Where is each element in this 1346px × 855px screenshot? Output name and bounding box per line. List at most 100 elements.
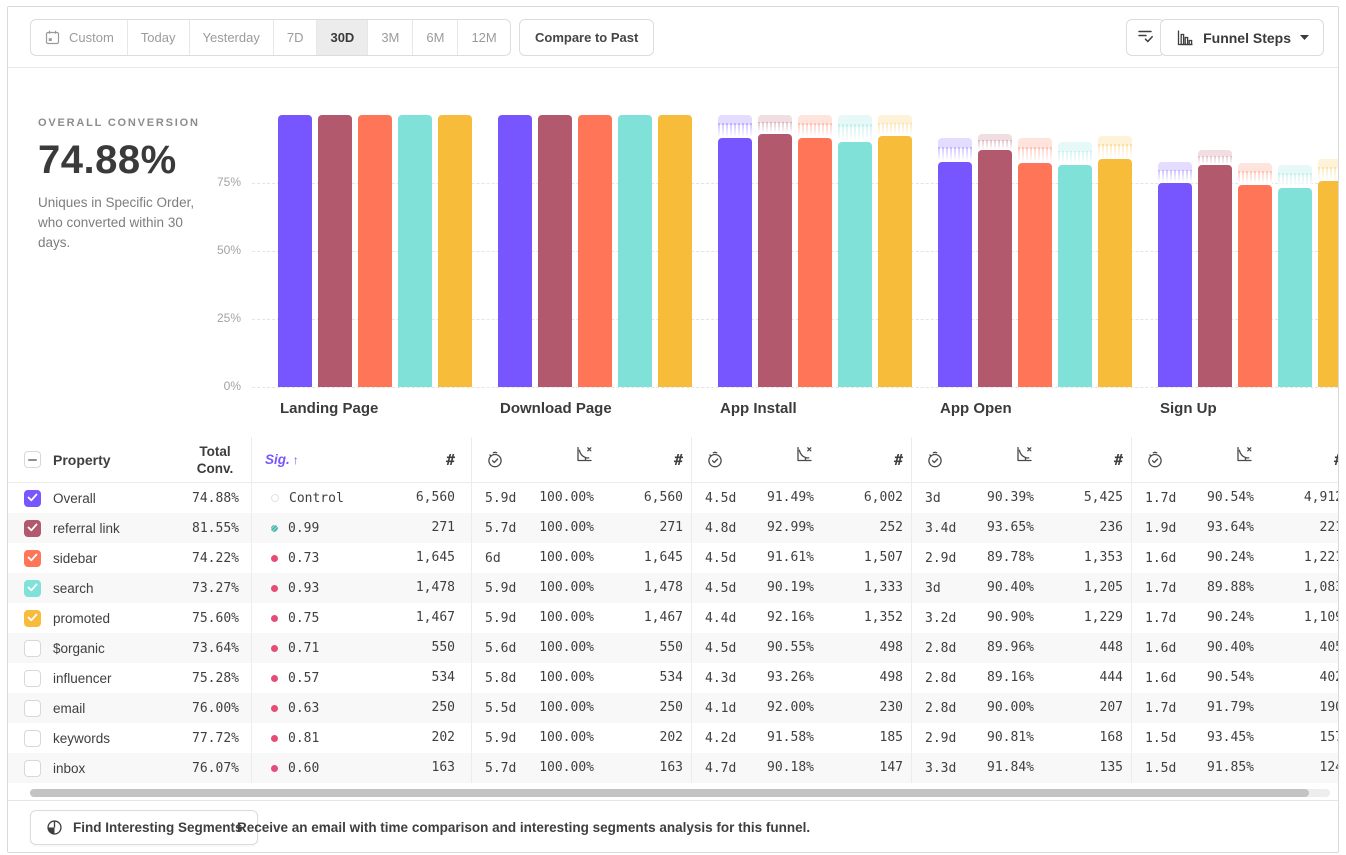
row-checkbox[interactable] <box>24 519 41 537</box>
avg-time-icon[interactable] <box>472 450 532 469</box>
range-custom[interactable]: Custom <box>31 20 127 55</box>
calendar-icon <box>44 29 61 46</box>
count-header-symbol[interactable]: # <box>1113 450 1123 469</box>
conversion-rate-value: 91.79% <box>1207 700 1254 715</box>
property-name: inbox <box>53 760 86 776</box>
bar-app-open-referral-link[interactable] <box>978 150 1012 387</box>
range-6m[interactable]: 6M <box>412 20 457 55</box>
bar-app-install-referral-link[interactable] <box>758 134 792 387</box>
bar-landing-page-sidebar[interactable] <box>358 115 392 387</box>
table-row-promoted[interactable]: promoted 75.60% 0.75 1,467 5.9d 100.00% 1,467 4… <box>8 603 1338 633</box>
range-7d[interactable]: 7D <box>272 20 317 55</box>
bar-app-open-Overall[interactable] <box>938 162 972 387</box>
row-checkbox[interactable] <box>24 549 41 567</box>
step-count-value: 1,205 <box>1083 580 1123 595</box>
range-label: 7D <box>286 30 304 45</box>
sig-value: 0.93 <box>288 580 320 596</box>
bar-app-install-sidebar[interactable] <box>798 137 832 387</box>
row-checkbox[interactable] <box>24 699 41 717</box>
bar-landing-page-referral-link[interactable] <box>318 115 352 387</box>
range-30d[interactable]: 30D <box>316 20 368 55</box>
plot-area: 0% 25% 50% 75% Landing Page Download Page App … <box>8 115 1338 417</box>
avg-time-value: 4.7d <box>705 760 737 776</box>
avg-time-icon[interactable] <box>1132 450 1192 469</box>
bar-sign-up-search[interactable] <box>1278 187 1312 387</box>
bar-download-page-Overall[interactable] <box>498 115 532 387</box>
step-label-app-install: App Install <box>720 400 797 417</box>
range-12m[interactable]: 12M <box>457 20 509 55</box>
step-count-value: 271 <box>659 520 683 535</box>
bar-app-open-promoted[interactable] <box>1098 159 1132 387</box>
find-interesting-segments-button[interactable]: Find Interesting Segments <box>30 810 258 845</box>
select-all-checkbox[interactable] <box>24 451 41 468</box>
bar-download-page-promoted[interactable] <box>658 115 692 387</box>
row-checkbox[interactable] <box>24 579 41 597</box>
conversion-rate-value: 100.00% <box>539 550 594 565</box>
avg-time-icon[interactable] <box>692 450 752 469</box>
bar-app-install-search[interactable] <box>838 141 872 387</box>
count-header-symbol[interactable]: # <box>445 450 455 469</box>
bar-landing-page-Overall[interactable] <box>278 115 312 387</box>
step-count-value: 163 <box>659 760 683 775</box>
funnel-steps-dropdown[interactable]: Funnel Steps <box>1160 19 1324 56</box>
property-cell: Overall 74.88% <box>8 483 251 513</box>
avg-time-icon[interactable] <box>912 450 972 469</box>
compare-to-past-button[interactable]: Compare to Past <box>519 19 655 56</box>
conversion-rate-value: 93.45% <box>1207 730 1254 745</box>
table-row-sidebar[interactable]: sidebar 74.22% 0.73 1,645 6d 100.00% 1,645 4.5d… <box>8 543 1338 573</box>
filter-list-button[interactable] <box>1126 19 1165 56</box>
table-row-organic[interactable]: $organic 73.64% 0.71 550 5.6d 100.00% 550 4.5d 9… <box>8 633 1338 663</box>
range-yesterday[interactable]: Yesterday <box>188 20 273 55</box>
range-today[interactable]: Today <box>126 20 189 55</box>
bar-app-open-search[interactable] <box>1058 165 1092 387</box>
bar-sign-up-sidebar[interactable] <box>1238 185 1272 387</box>
bar-download-page-referral-link[interactable] <box>538 115 572 387</box>
bar-landing-page-promoted[interactable] <box>438 115 472 387</box>
bar-download-page-search[interactable] <box>618 115 652 387</box>
bar-landing-page-search[interactable] <box>398 115 432 387</box>
row-checkbox[interactable] <box>24 669 41 687</box>
table-row-influencer[interactable]: influencer 75.28% 0.57 534 5.8d 100.00% 534 4.3… <box>8 663 1338 693</box>
table-row-inbox[interactable]: inbox 76.07% 0.60 163 5.7d 100.00% 163 4.7d 90.1… <box>8 753 1338 783</box>
bar-sign-up-promoted[interactable] <box>1318 181 1338 387</box>
table-row-search[interactable]: search 73.27% 0.93 1,478 5.9d 100.00% 1,478 4.5… <box>8 573 1338 603</box>
bar-sign-up-Overall[interactable] <box>1158 183 1192 387</box>
table-row-email[interactable]: email 76.00% 0.63 250 5.5d 100.00% 250 4.1d 92.0… <box>8 693 1338 723</box>
bar-app-open-sidebar[interactable] <box>1018 163 1052 387</box>
avg-time-value: 6d <box>485 550 501 566</box>
step-count-value: 1,229 <box>1083 610 1123 625</box>
range-3m[interactable]: 3M <box>367 20 412 55</box>
bar-sign-up-referral-link[interactable] <box>1198 165 1232 387</box>
bar-download-page-sidebar[interactable] <box>578 115 612 387</box>
horizontal-scrollbar-track[interactable] <box>30 789 1330 797</box>
property-header-cell: Property Total Conv. <box>8 437 251 482</box>
dropoff-chart-icon[interactable] <box>972 437 1034 483</box>
sig-header-label[interactable]: Sig. <box>265 452 290 467</box>
step-count-value: 550 <box>659 640 683 655</box>
step-group-cell-2: 4.8d 92.99% 252 <box>691 513 911 543</box>
row-checkbox[interactable] <box>24 609 41 627</box>
horizontal-scrollbar-thumb[interactable] <box>30 789 1310 797</box>
sig-cell: 0.63 <box>252 701 383 716</box>
count-header-symbol[interactable]: # <box>673 450 683 469</box>
row-checkbox[interactable] <box>24 729 41 747</box>
table-row-referrallink[interactable]: referral link 81.55% 0.99 271 5.7d 100.00% 271… <box>8 513 1338 543</box>
bar-app-install-Overall[interactable] <box>718 138 752 387</box>
row-checkbox[interactable] <box>24 639 41 657</box>
dropoff-chart-icon[interactable] <box>1192 437 1254 483</box>
count-header-symbol[interactable]: # <box>1254 437 1338 483</box>
avg-time-value: 1.7d <box>1145 490 1177 506</box>
dropoff-chart-icon[interactable] <box>752 437 814 483</box>
count-header-symbol[interactable]: # <box>893 450 903 469</box>
sig-group-header: Sig. ↑ # <box>251 437 471 482</box>
total-conv-header-label: Total Conv. <box>196 443 234 476</box>
row-checkbox[interactable] <box>24 759 41 777</box>
table-row-keywords[interactable]: keywords 77.72% 0.81 202 5.9d 100.00% 202 4.2d 9… <box>8 723 1338 753</box>
step-group-cell-1: 5.6d 100.00% 550 <box>471 633 691 663</box>
bar-ghost-app-open-sidebar <box>1018 137 1052 164</box>
sig-cell: 0.71 <box>252 641 383 656</box>
bar-app-install-promoted[interactable] <box>878 136 912 387</box>
row-checkbox[interactable] <box>24 489 41 507</box>
dropoff-chart-icon[interactable] <box>532 437 594 483</box>
table-row-overall[interactable]: Overall 74.88% Control 6,560 5.9d 100.00% 6,56… <box>8 483 1338 513</box>
